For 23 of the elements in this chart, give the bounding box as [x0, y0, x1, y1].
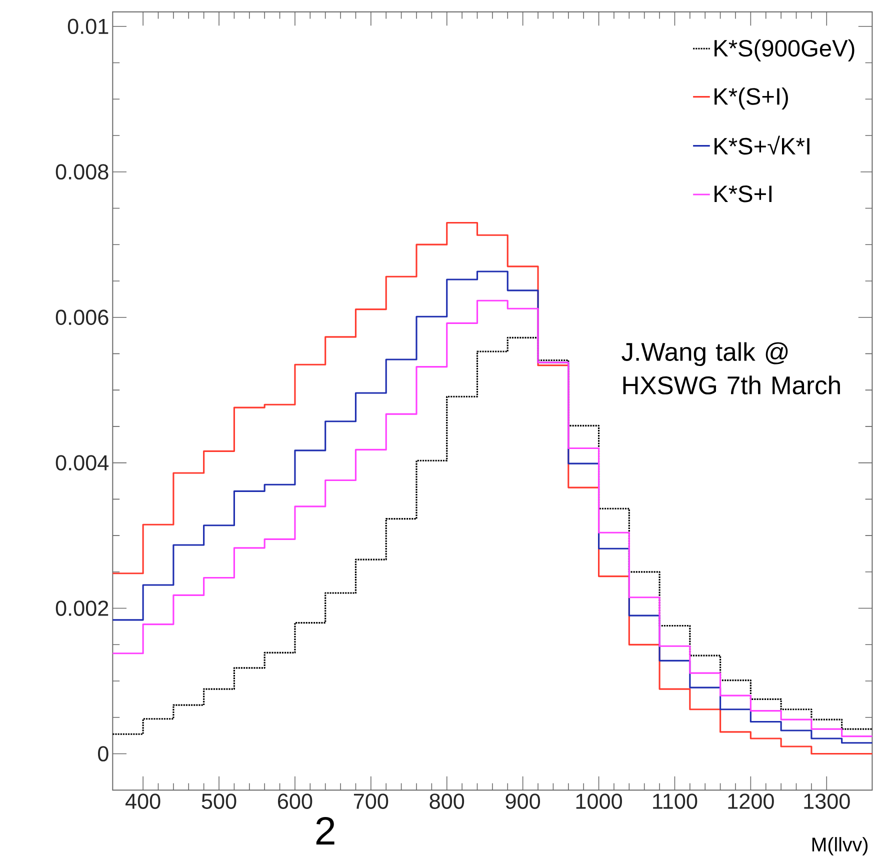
legend-label: K*S(900GeV)	[714, 39, 854, 62]
x-tick-label: 1300	[804, 793, 850, 809]
x-tick-label: 500	[202, 793, 236, 809]
x-tick-label: 900	[506, 793, 540, 809]
y-tick-label: 0	[98, 746, 108, 762]
legend-label: K*(S+I)	[714, 87, 788, 110]
annotation: J.Wang talk @ HXSWG 7th March	[622, 342, 840, 394]
x-tick-label: 1200	[728, 793, 774, 809]
legend-label: K*S+I	[714, 185, 772, 202]
x-tick-label: 400	[125, 793, 160, 809]
x-tick-label: 600	[278, 793, 312, 809]
y-tick-label: 0.01	[68, 18, 108, 34]
x-tick-label: 1100	[653, 793, 698, 809]
x-tick-label: 800	[430, 793, 464, 809]
text: 2	[316, 816, 334, 844]
legend-label: K*S+√K*I	[714, 136, 810, 154]
x-tick-label: 700	[354, 793, 388, 809]
y-tick-label: 0.002	[56, 600, 108, 616]
y-tick-label: 0.008	[56, 164, 108, 180]
x-tick-label: 1000	[576, 793, 622, 809]
y-tick-label: 0.004	[56, 455, 109, 470]
x-axis-title: M(llvv)	[812, 836, 868, 856]
y-tick-label: 0.006	[56, 310, 108, 325]
